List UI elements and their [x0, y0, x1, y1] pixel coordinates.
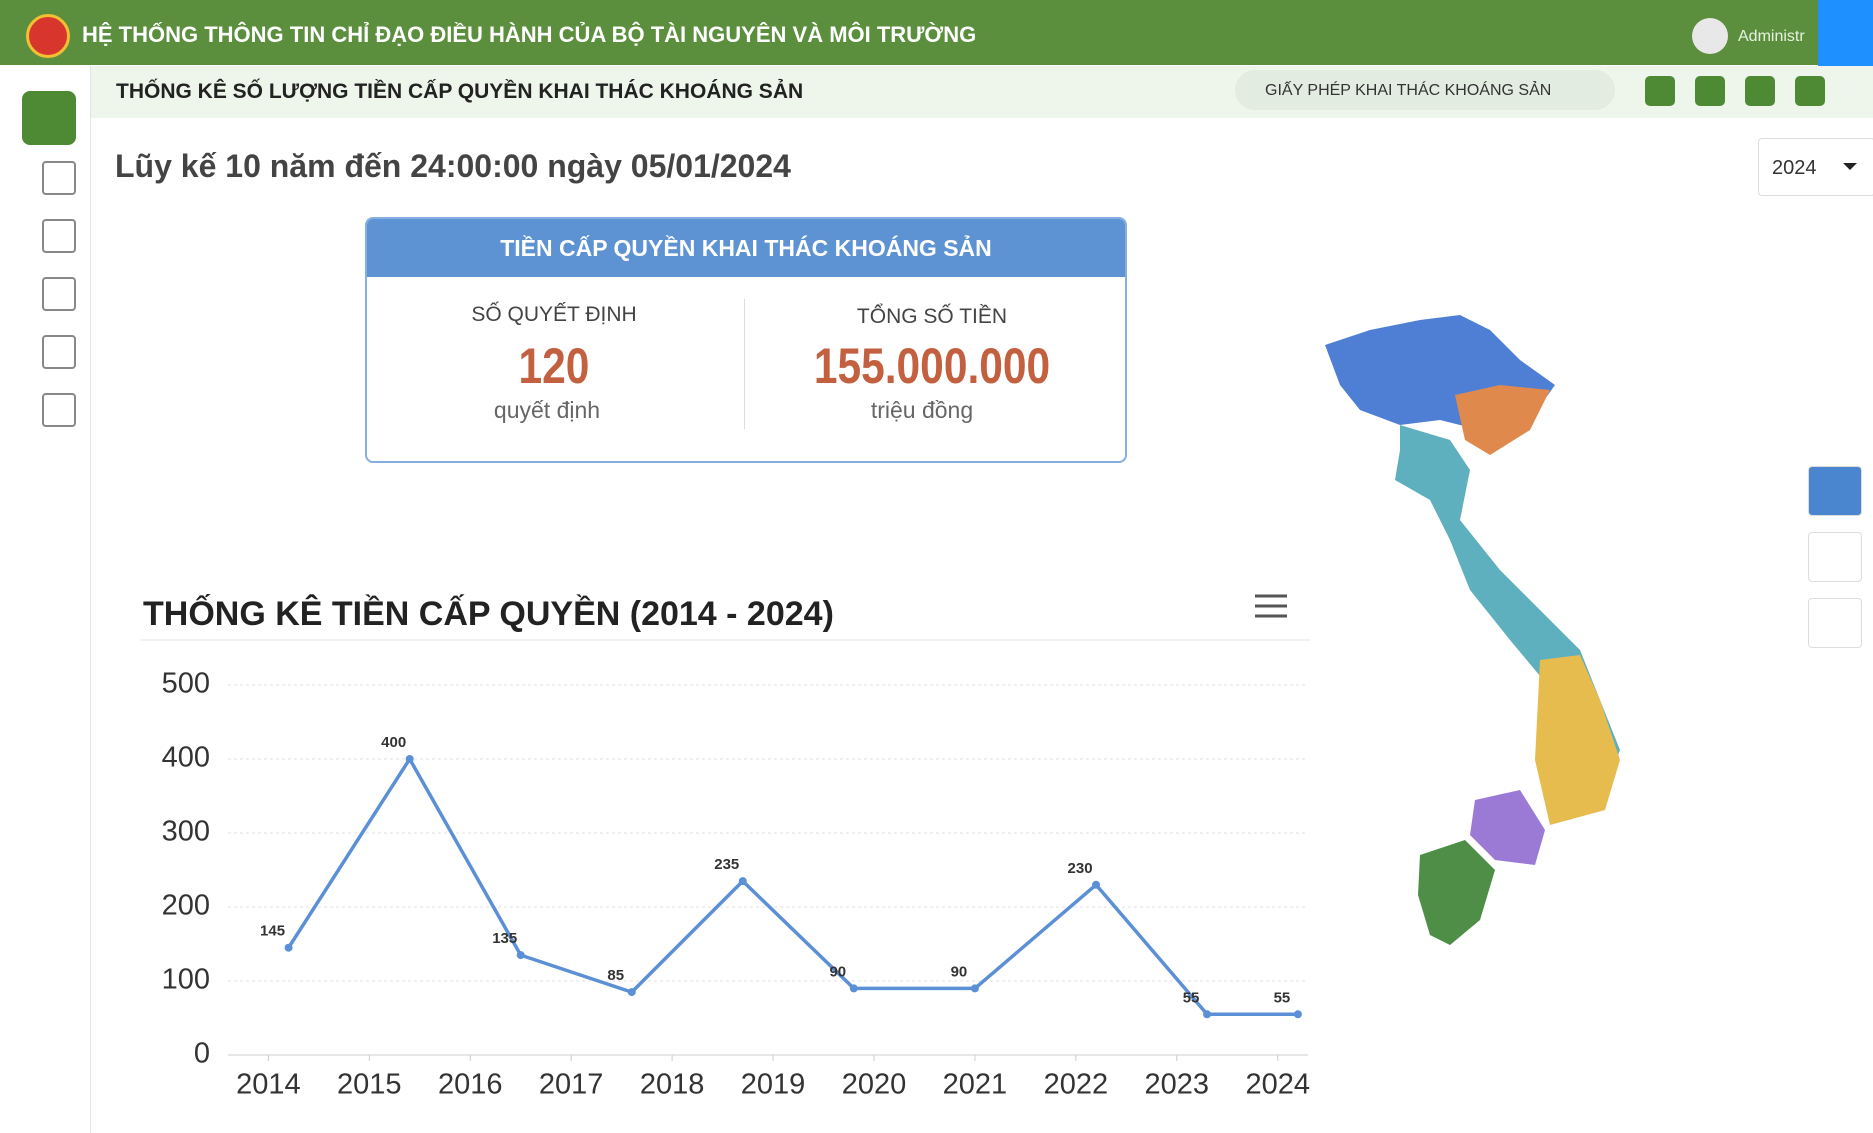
- tool-button[interactable]: [1795, 76, 1825, 106]
- x-tick-label: 2020: [842, 1069, 907, 1101]
- page-title: THỐNG KÊ SỐ LƯỢNG TIỀN CẤP QUYỀN KHAI TH…: [116, 80, 803, 104]
- app-title: HỆ THỐNG THÔNG TIN CHỈ ĐẠO ĐIỀU HÀNH CỦA…: [82, 22, 976, 48]
- caret: [1843, 163, 1857, 177]
- avatar[interactable]: [1692, 18, 1728, 54]
- y-tick-label: 200: [162, 890, 210, 922]
- data-label: 235: [714, 856, 739, 873]
- data-label: 55: [1274, 989, 1291, 1006]
- filter-select[interactable]: GIẤY PHÉP KHAI THÁC KHOÁNG SẢN: [1235, 70, 1615, 110]
- y-tick-label: 400: [162, 742, 210, 774]
- year-select[interactable]: 2024: [1758, 138, 1873, 196]
- nav-icon[interactable]: [42, 393, 76, 427]
- top-bar: HỆ THỐNG THÔNG TIN CHỈ ĐẠO ĐIỀU HÀNH CỦA…: [0, 0, 1873, 65]
- card-unit: quyết định: [365, 397, 732, 424]
- heading: Lũy kế 10 năm đến 24:00:00 ngày 05/01/20…: [115, 148, 791, 185]
- nav-icon[interactable]: [42, 161, 76, 195]
- data-label: 400: [381, 734, 406, 751]
- data-label: 55: [1183, 989, 1200, 1006]
- map-region: [1455, 385, 1550, 455]
- card-title: TIỀN CẤP QUYỀN KHAI THÁC KHOÁNG SẢN: [367, 219, 1125, 277]
- data-label: 135: [492, 930, 517, 947]
- sub-bar: THỐNG KÊ SỐ LƯỢNG TIỀN CẤP QUYỀN KHAI TH…: [90, 66, 1873, 118]
- y-tick-label: 100: [162, 964, 210, 996]
- map-region: [1470, 790, 1545, 865]
- map-tool[interactable]: [1808, 532, 1862, 582]
- chart-menu: [1255, 596, 1287, 616]
- summary-card: TIỀN CẤP QUYỀN KHAI THÁC KHOÁNG SẢN SỐ Q…: [365, 217, 1127, 463]
- data-label: 90: [951, 963, 968, 980]
- x-tick-label: 2014: [236, 1069, 301, 1101]
- map: [1325, 315, 1620, 945]
- point: [1092, 881, 1100, 889]
- x-tick-label: 2019: [741, 1069, 806, 1101]
- x-tick-label: 2023: [1145, 1069, 1210, 1101]
- logo: [26, 14, 70, 58]
- map-region: [1325, 315, 1555, 430]
- tool-button[interactable]: [1695, 76, 1725, 106]
- x-tick-label: 2018: [640, 1069, 705, 1101]
- y-tick-label: 500: [162, 668, 210, 700]
- map-tool[interactable]: [1808, 598, 1862, 648]
- y-tick-label: 0: [194, 1038, 210, 1070]
- year-text: 2024: [1772, 157, 1817, 180]
- map-region: [1535, 655, 1620, 825]
- page: HỆ THỐNG THÔNG TIN CHỈ ĐẠO ĐIỀU HÀNH CỦA…: [0, 0, 1873, 1133]
- line: [289, 759, 1298, 1014]
- card-value: 155.000.000: [775, 337, 1090, 395]
- chart-title: THỐNG KÊ TIỀN CẤP QUYỀN (2014 - 2024): [143, 594, 834, 633]
- map-region: [1418, 840, 1495, 945]
- point: [850, 984, 858, 992]
- x-tick-label: 2015: [337, 1069, 402, 1101]
- tool-button[interactable]: [1745, 76, 1775, 106]
- point: [285, 944, 293, 952]
- home-button[interactable]: [22, 91, 76, 145]
- data-label: 145: [260, 923, 285, 940]
- point: [406, 755, 414, 763]
- nav-icon[interactable]: [42, 277, 76, 311]
- card-value: 120: [397, 337, 712, 395]
- user-name[interactable]: Administr: [1738, 28, 1805, 46]
- card-unit: triệu đồng: [737, 397, 1107, 424]
- point: [1203, 1010, 1211, 1018]
- nav-icon[interactable]: [42, 335, 76, 369]
- x-tick-label: 2024: [1245, 1069, 1310, 1101]
- nav-icon[interactable]: [42, 219, 76, 253]
- sidebar: [8, 66, 91, 1133]
- x-tick-label: 2022: [1044, 1069, 1109, 1101]
- filter-text: GIẤY PHÉP KHAI THÁC KHOÁNG SẢN: [1265, 82, 1551, 100]
- point: [971, 984, 979, 992]
- data-label: 85: [607, 967, 624, 984]
- point: [517, 951, 525, 959]
- x-tick-label: 2016: [438, 1069, 503, 1101]
- point: [628, 988, 636, 996]
- x-tick-label: 2017: [539, 1069, 604, 1101]
- y-tick-label: 300: [162, 816, 210, 848]
- data-label: 230: [1068, 860, 1093, 877]
- map-tool[interactable]: [1808, 466, 1862, 516]
- map-region: [1395, 425, 1620, 820]
- card-label: TỔNG SỐ TIỀN: [747, 305, 1117, 329]
- x-tick-label: 2021: [943, 1069, 1008, 1101]
- data-label: 90: [829, 963, 846, 980]
- card-label: SỐ QUYẾT ĐỊNH: [369, 303, 739, 327]
- tool-button[interactable]: [1645, 76, 1675, 106]
- point: [739, 877, 747, 885]
- point: [1294, 1010, 1302, 1018]
